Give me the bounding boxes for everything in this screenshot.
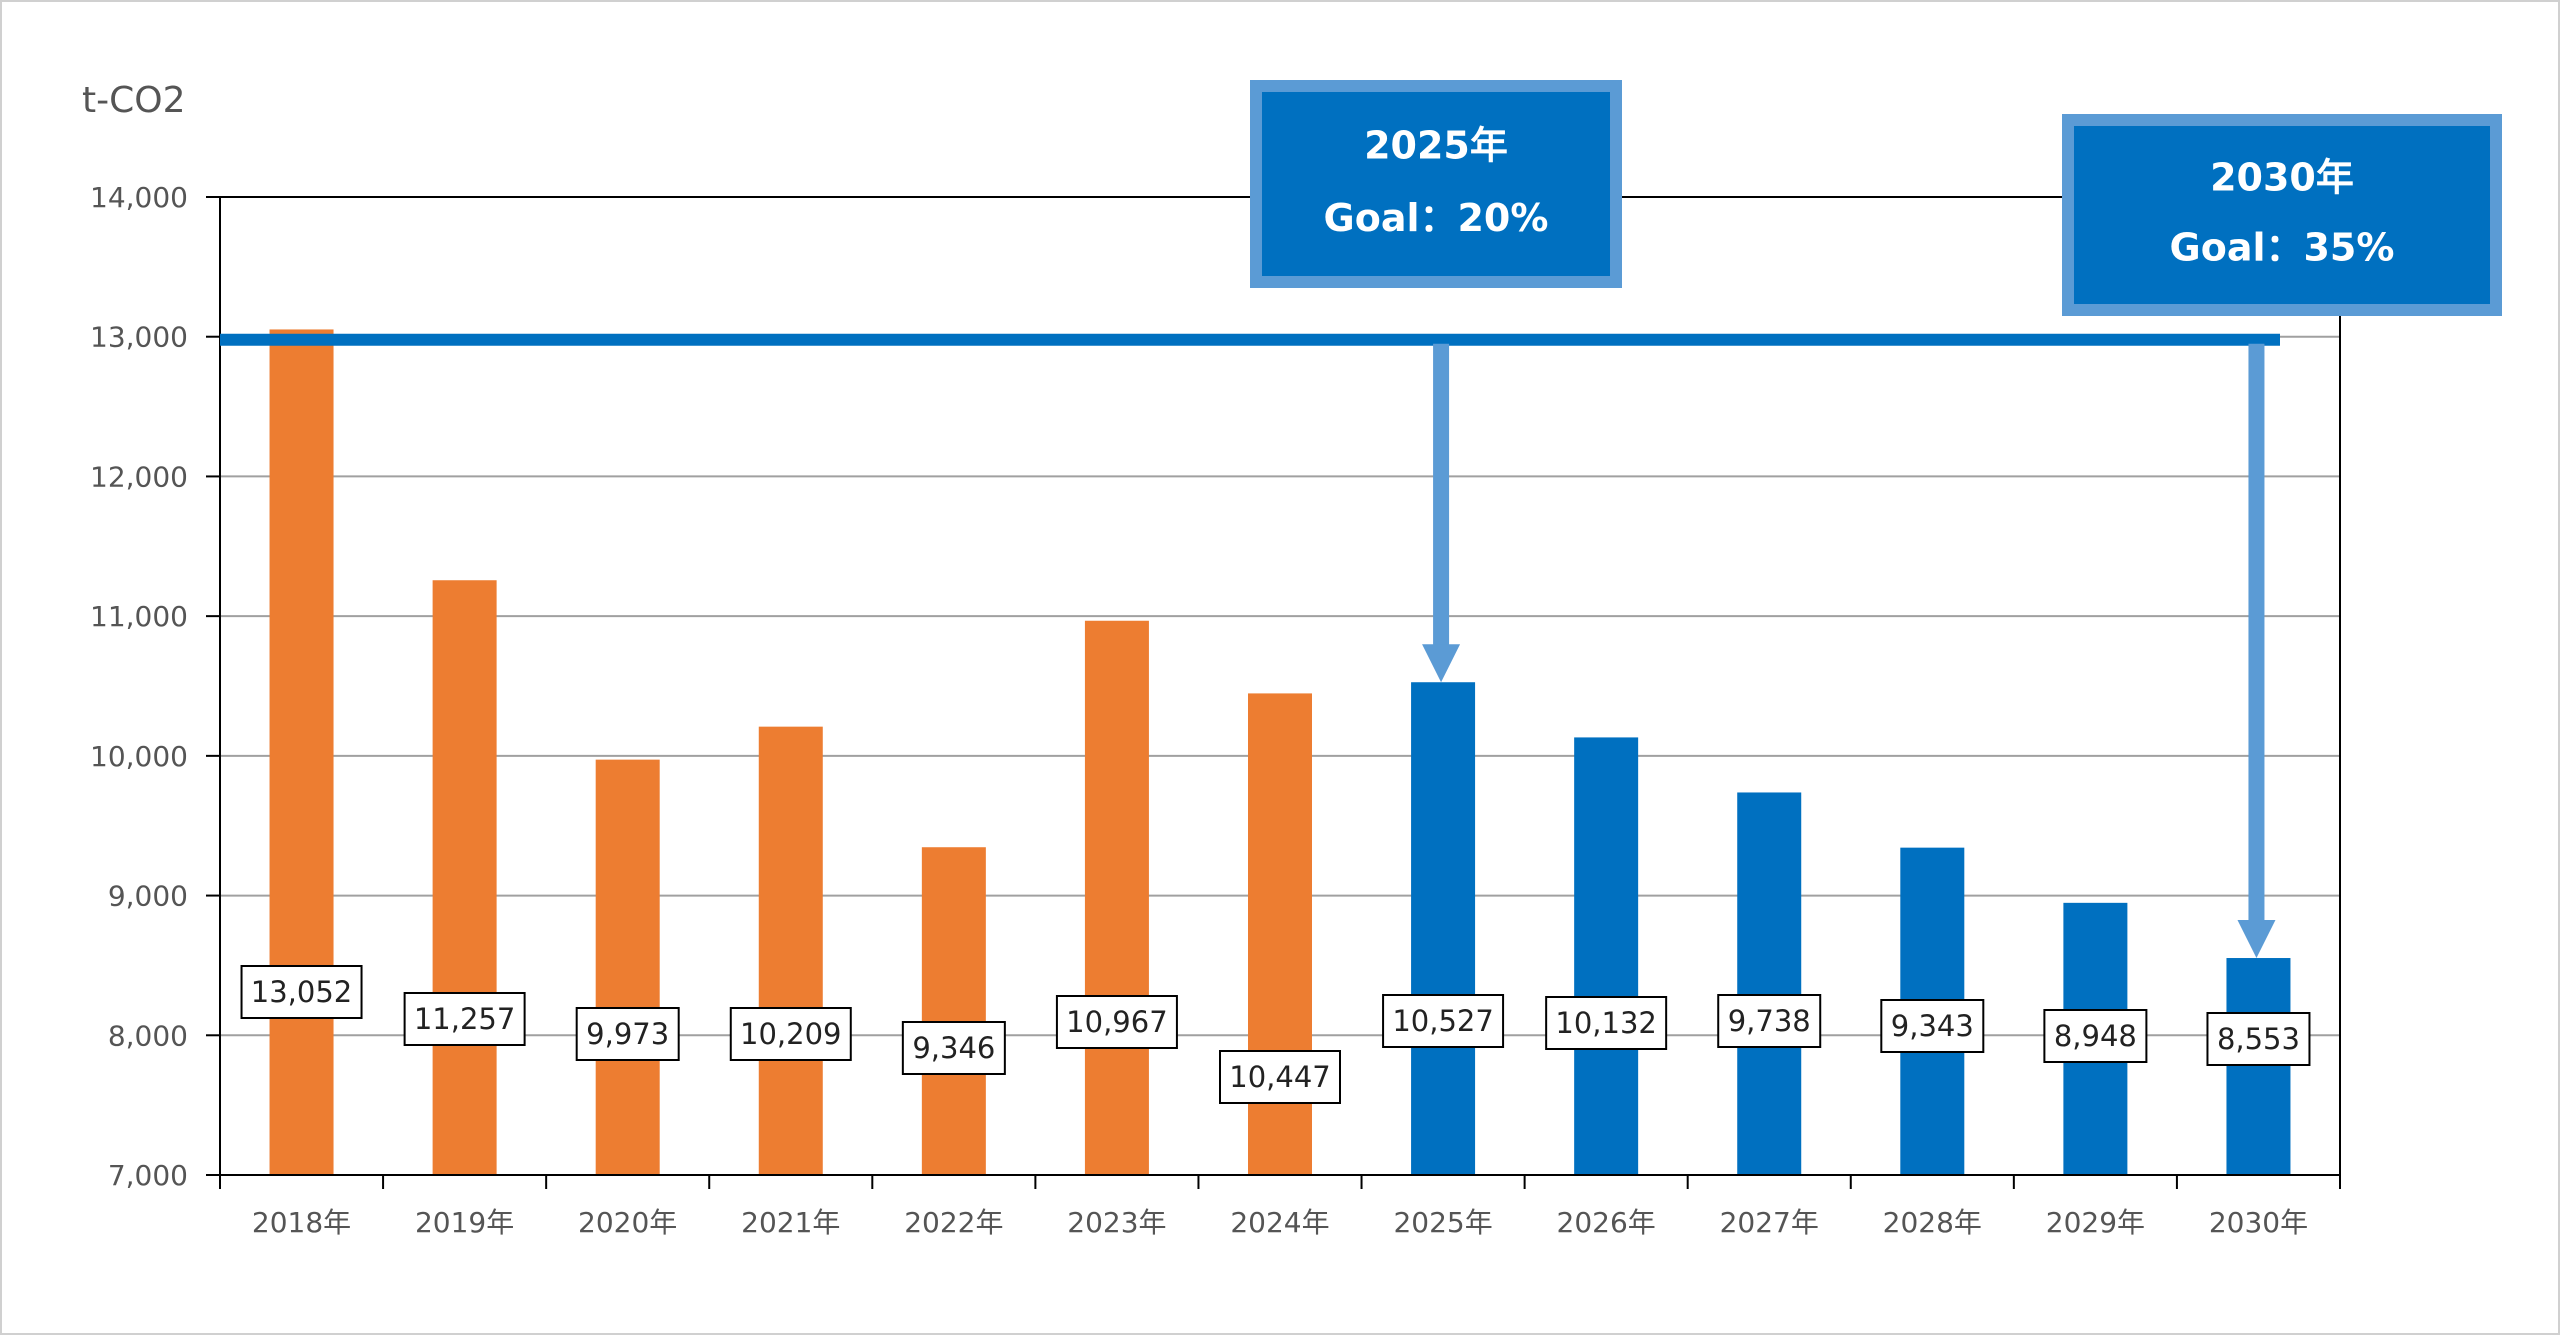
x-tick-label: 2027年: [1720, 1206, 1819, 1239]
x-tick-label: 2019年: [415, 1206, 514, 1239]
x-tick-label: 2018年: [252, 1206, 351, 1239]
data-label: 9,738: [1728, 1004, 1811, 1038]
data-label: 9,973: [586, 1017, 669, 1051]
data-label-box: [1055, 995, 1178, 1049]
bar: [2226, 958, 2291, 1175]
data-label: 11,257: [414, 1002, 515, 1036]
bar: [1411, 682, 1476, 1175]
bar: [1574, 737, 1639, 1175]
goal-percentage: Goal：20%: [1324, 196, 1549, 240]
data-label-box: [729, 1007, 852, 1061]
data-label-box: [1219, 1050, 1341, 1104]
data-label-box: [575, 1007, 680, 1061]
goal-box: [1250, 80, 1622, 288]
y-tick-label: 7,000: [108, 1159, 188, 1192]
data-label-box: [1717, 994, 1822, 1048]
x-tick-label: 2030年: [2209, 1206, 2308, 1239]
bar: [1084, 620, 1149, 1175]
x-tick-label: 2020年: [578, 1206, 677, 1239]
data-label-box: [1382, 994, 1505, 1048]
y-tick-label: 13,000: [90, 321, 188, 354]
data-label-box: [403, 992, 526, 1046]
data-label: 9,343: [1891, 1009, 1974, 1043]
data-labels: 13,052 11,257 9,973 10,209 9,346 10,967 10,447…: [240, 965, 2311, 1104]
bar: [269, 329, 334, 1175]
goal-percentage: Goal：35%: [2170, 226, 2395, 270]
x-tick-label: 2026年: [1557, 1206, 1656, 1239]
data-label-box: [1880, 999, 1985, 1053]
x-tick-label: 2021年: [741, 1206, 840, 1239]
data-label: 9,346: [912, 1031, 995, 1065]
x-tick-label: 2022年: [904, 1206, 1003, 1239]
data-label: 10,527: [1392, 1004, 1493, 1038]
data-label: 8,553: [2217, 1022, 2300, 1056]
x-tick-label: 2024年: [1230, 1206, 1329, 1239]
x-tick-label: 2023年: [1067, 1206, 1166, 1239]
goal-year: 2030年: [2210, 155, 2354, 199]
y-tick-label: 10,000: [90, 740, 188, 773]
bar: [595, 759, 660, 1175]
y-tick-label: 12,000: [90, 460, 188, 493]
x-tick-label: 2025年: [1393, 1206, 1492, 1239]
goal-box: [2062, 114, 2502, 316]
data-label: 13,052: [251, 975, 352, 1009]
data-label: 10,132: [1555, 1006, 1656, 1040]
data-label: 10,447: [1229, 1060, 1330, 1094]
data-label-box: [1545, 996, 1668, 1050]
bar: [921, 847, 986, 1175]
y-axis-ticks: 7,000 8,000 9,000 10,000 11,000 12,000 13,000 1…: [90, 181, 220, 1192]
bar: [758, 726, 823, 1175]
goal-arrow-head: [1422, 644, 1461, 683]
y-tick-label: 9,000: [108, 880, 188, 913]
x-tick-label: 2029年: [2046, 1206, 2145, 1239]
data-label: 10,967: [1066, 1005, 1167, 1039]
data-label-box: [901, 1021, 1006, 1075]
bar: [1737, 792, 1802, 1175]
y-tick-label: 8,000: [108, 1019, 188, 1052]
y-axis-unit-label: t-CO2: [82, 80, 185, 121]
data-label-box: [2043, 1009, 2148, 1063]
y-tick-label: 11,000: [90, 600, 188, 633]
y-tick-label: 14,000: [90, 181, 188, 214]
x-tick-label: 2028年: [1883, 1206, 1982, 1239]
data-label: 10,209: [740, 1017, 841, 1051]
goal-arrow-head: [2237, 920, 2276, 959]
data-label-box: [2206, 1012, 2311, 1066]
data-label-box: [240, 965, 363, 1019]
x-axis-ticks: 2018年 2019年 2020年 2021年 2022年 2023年 2024年 2025年…: [219, 1175, 2341, 1239]
goal-annotations: 2025年 Goal：20% 2030年 Goal：35%: [220, 80, 2502, 959]
data-label: 8,948: [2054, 1019, 2137, 1053]
bar: [432, 580, 497, 1175]
goal-year: 2025年: [1364, 124, 1508, 168]
